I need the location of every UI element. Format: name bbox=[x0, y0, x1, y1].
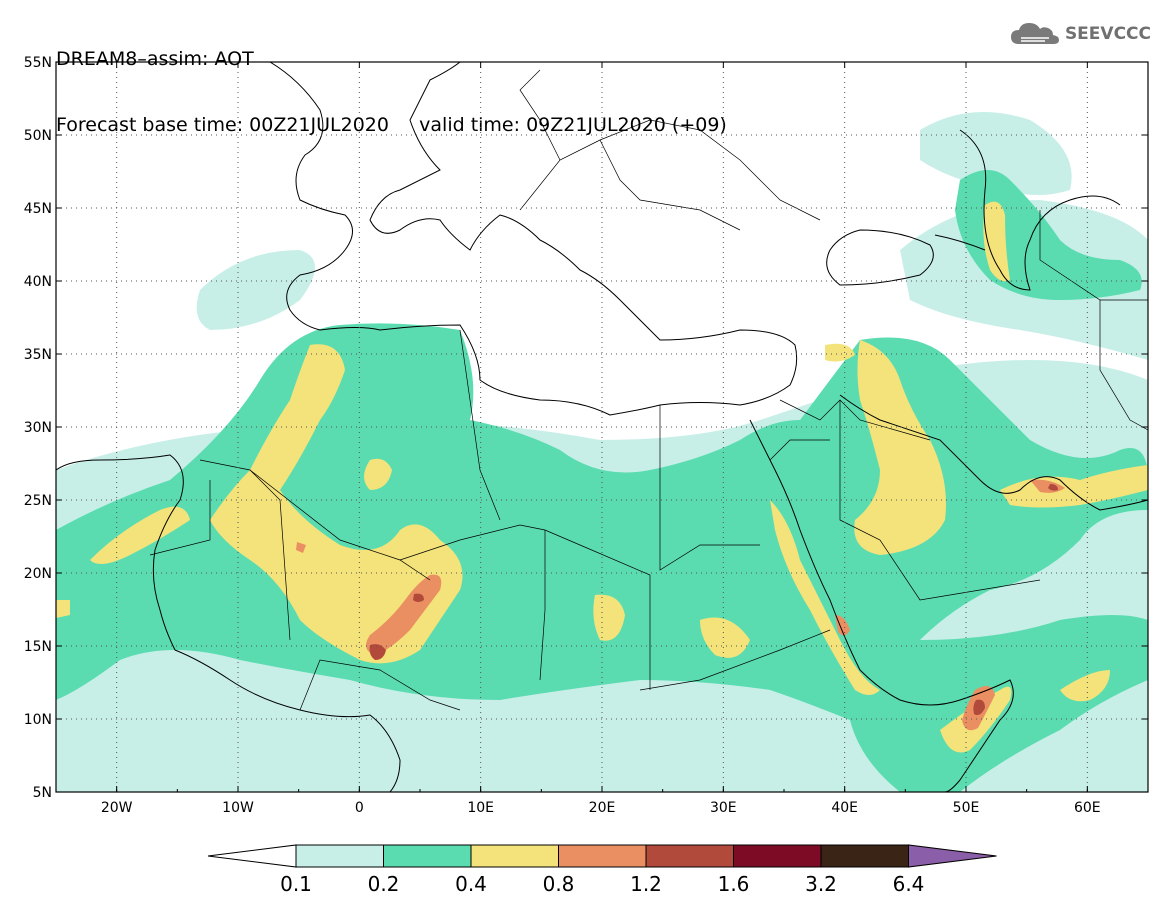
logo-text: SEEVCCC bbox=[1064, 24, 1151, 44]
lat-label: 25N bbox=[24, 493, 52, 509]
lat-label: 15N bbox=[24, 639, 52, 655]
colorbar-under-arrow bbox=[207, 844, 297, 868]
title-line-2: Forecast base time: 00Z21JUL2020 valid t… bbox=[56, 114, 727, 136]
graticule bbox=[56, 62, 1148, 792]
lon-label: 20E bbox=[589, 800, 616, 816]
title-line-1: DREAM8–assim: AOT bbox=[56, 48, 254, 70]
lat-label: 10N bbox=[24, 712, 52, 728]
lat-label: 30N bbox=[24, 420, 52, 436]
borders bbox=[149, 69, 1148, 711]
cloud-icon bbox=[1010, 23, 1059, 44]
lon-label: 0 bbox=[355, 800, 364, 816]
lat-label: 40N bbox=[24, 274, 52, 290]
aot-field bbox=[56, 62, 1148, 792]
colorbar-swatch bbox=[383, 844, 472, 868]
lon-label: 10E bbox=[467, 800, 494, 816]
map-title: DREAM8–assim: AOT Forecast base time: 00… bbox=[56, 4, 727, 158]
colorbar-level-label: 0.8 bbox=[543, 872, 575, 896]
lat-label: 55N bbox=[24, 55, 52, 71]
colorbar-swatch bbox=[470, 844, 559, 868]
axis-ticks bbox=[55, 61, 1149, 793]
lon-label: 60E bbox=[1074, 800, 1101, 816]
coastlines bbox=[56, 62, 1148, 792]
aot-band-1.2 bbox=[369, 484, 1058, 716]
colorbar-level-label: 0.4 bbox=[455, 872, 487, 896]
colorbar-level-label: 0.1 bbox=[280, 872, 312, 896]
lat-label: 50N bbox=[24, 128, 52, 144]
lat-label: 35N bbox=[24, 347, 52, 363]
colorbar-swatch bbox=[558, 844, 647, 868]
colorbar-swatch bbox=[295, 844, 384, 868]
lon-label: 20W bbox=[101, 800, 133, 816]
latitude-labels: 55N 50N 45N 40N 35N 30N 25N 20N 15N 10N 5N bbox=[24, 55, 52, 801]
colorbar-swatch bbox=[733, 844, 822, 868]
seevccc-logo: SEEVCCC bbox=[1009, 20, 1151, 48]
colorbar-level-label: 0.2 bbox=[368, 872, 400, 896]
colorbar-level-label: 1.6 bbox=[718, 872, 750, 896]
lat-label: 45N bbox=[24, 201, 52, 217]
colorbar-level-label: 6.4 bbox=[893, 872, 925, 896]
colorbar-swatch bbox=[645, 844, 734, 868]
lat-label: 5N bbox=[33, 785, 52, 801]
lon-label: 40E bbox=[831, 800, 858, 816]
longitude-labels: 20W 10W 0 10E 20E 30E 40E 50E 60E bbox=[101, 800, 1101, 816]
colorbar-level-label: 1.2 bbox=[630, 872, 662, 896]
colorbar-over-arrow bbox=[908, 844, 997, 868]
lat-label: 20N bbox=[24, 566, 52, 582]
lon-label: 50E bbox=[953, 800, 980, 816]
aot-band-0.4 bbox=[56, 201, 1148, 753]
lon-label: 30E bbox=[710, 800, 737, 816]
colorbar bbox=[207, 844, 997, 868]
colorbar-labels: 0.1 0.2 0.4 0.8 1.2 1.6 3.2 6.4 bbox=[280, 872, 924, 896]
lon-label: 10W bbox=[222, 800, 254, 816]
colorbar-swatch bbox=[820, 844, 909, 868]
colorbar-level-label: 3.2 bbox=[805, 872, 837, 896]
